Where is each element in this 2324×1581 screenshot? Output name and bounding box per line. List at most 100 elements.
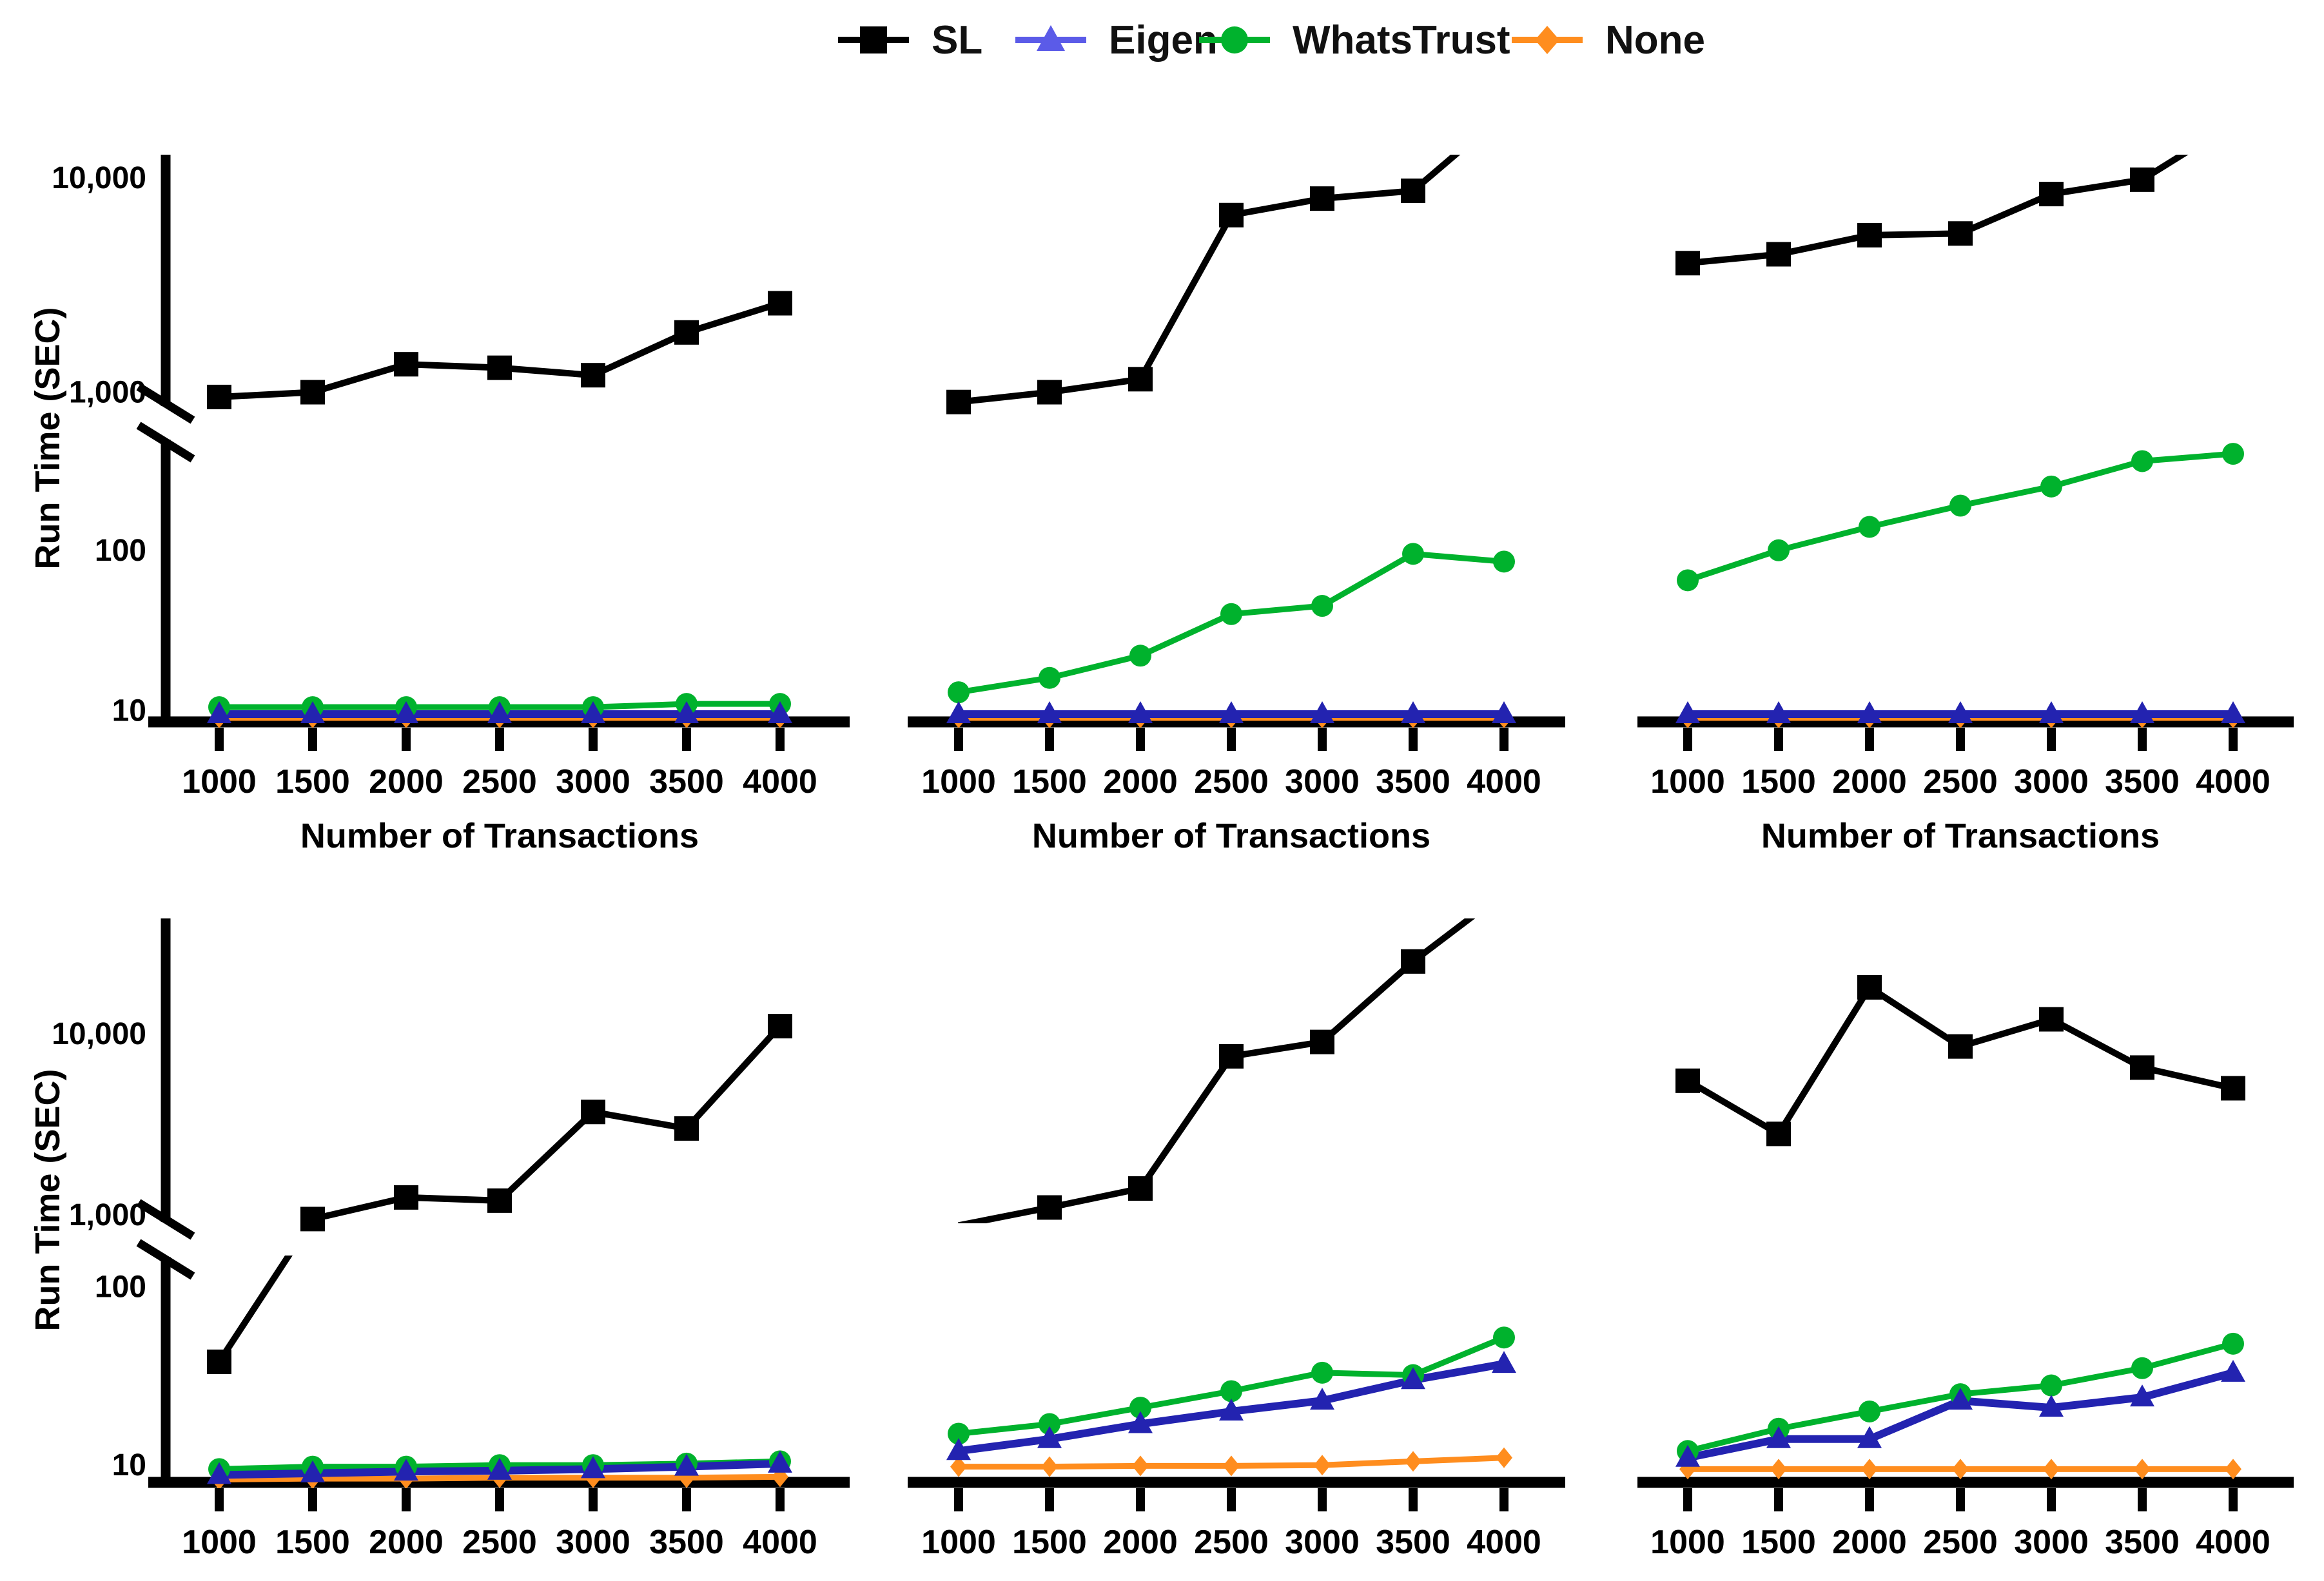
x-tick-label: 4000 (2196, 1524, 2270, 1561)
y-tick-label: 10 (112, 694, 146, 728)
x-tick-label: 1500 (1012, 1524, 1087, 1561)
x-tick (215, 1488, 224, 1511)
x-tick-label: 2000 (1103, 1524, 1178, 1561)
axis-break-band (908, 407, 1565, 438)
x-tick-label: 3500 (1376, 1524, 1450, 1561)
x-tick-label: 3000 (1285, 1524, 1360, 1561)
x-tick-label: 1000 (1650, 763, 1725, 800)
x-tick-label: 1000 (182, 1524, 257, 1561)
x-tick-label: 1000 (182, 763, 257, 800)
x-tick (682, 728, 691, 751)
x-tick-label: 4000 (2196, 763, 2270, 800)
x-tick (1774, 1488, 1783, 1511)
triangle-icon (1037, 25, 1065, 51)
legend-item-sl: SL (838, 18, 982, 63)
y-tick-label: 10 (112, 1448, 146, 1482)
plot-area (908, 918, 1565, 1477)
markers-sl (1675, 167, 2154, 276)
x-tick-label: 3000 (2014, 763, 2089, 800)
x-tick-label: 2500 (1194, 763, 1269, 800)
markers-eigen (946, 701, 1516, 723)
x-tick (1045, 728, 1054, 751)
axis-break-band (148, 407, 850, 438)
x-tick-label: 3500 (2105, 763, 2180, 800)
subplot-r1c0: 1000 1500 2000 2500 3000 3500 4000 Number of Tr… (28, 918, 850, 1581)
x-tick (954, 728, 963, 751)
x-tick-label: 3000 (556, 763, 630, 800)
legend-item-whatstrust: WhatsTrust (1199, 18, 1510, 63)
axis-break-band (908, 1223, 1565, 1256)
x-tick (954, 1488, 963, 1511)
x-tick-label: 2500 (462, 763, 537, 800)
x-axis-title: Number of Transactions (300, 817, 699, 855)
legend-item-eigen: Eigen (1015, 18, 1218, 63)
y-tick-label: 1,000 (69, 1198, 146, 1232)
x-axis-title: Number of Transactions (1032, 817, 1431, 855)
x-tick (1136, 1488, 1145, 1511)
x-tick (682, 1488, 691, 1511)
markers-sl (1675, 975, 2245, 1147)
markers-whatstrust (1677, 443, 2244, 592)
x-tick (1318, 728, 1327, 751)
markers-none (950, 1447, 1512, 1477)
x-tick-label: 3500 (1376, 763, 1450, 800)
y-tick-label: 100 (95, 534, 146, 568)
x-tick-label: 4000 (743, 1524, 817, 1561)
x-tick-label: 2000 (369, 763, 444, 800)
x-tick (1136, 728, 1145, 751)
x-tick-label: 1000 (921, 1524, 996, 1561)
axis-break-band (1637, 1223, 2294, 1256)
x-tick (402, 728, 411, 751)
markers-sl (207, 291, 792, 409)
x-tick-label: 1000 (1650, 1524, 1725, 1561)
x-tick (2047, 1488, 2056, 1511)
x-tick-label: 1500 (1741, 1524, 1816, 1561)
y-axis-title: Run Time (SEC) (28, 1069, 67, 1331)
markers-sl (1037, 949, 1425, 1220)
markers-whatstrust (948, 543, 1515, 704)
x-tick (1683, 1488, 1692, 1511)
x-tick (495, 728, 504, 751)
x-tick-label: 3500 (649, 1524, 724, 1561)
y-tick-label: 1,000 (69, 376, 146, 410)
plot-area (148, 291, 850, 728)
x-tick-label: 3500 (649, 763, 724, 800)
legend-item-none: None (1512, 18, 1705, 63)
x-tick (776, 1488, 785, 1511)
x-tick-label: 4000 (1467, 763, 1541, 800)
markers-sl (207, 1014, 792, 1374)
x-tick (1956, 1488, 1965, 1511)
legend: SL Eigen WhatsTrust None (838, 18, 1705, 63)
markers-eigen (1675, 1359, 2245, 1467)
x-tick (1227, 1488, 1236, 1511)
subplot-r0c0: 1000 1500 2000 2500 3000 3500 4000 Number of Tr… (28, 155, 850, 855)
x-tick (2138, 1488, 2147, 1511)
markers-eigen (1675, 701, 2245, 723)
axis-break-slash (136, 383, 195, 424)
markers-eigen (207, 701, 792, 723)
x-tick-label: 1500 (1741, 763, 1816, 800)
x-tick (1409, 1488, 1418, 1511)
x-tick (215, 728, 224, 751)
x-tick-label: 2500 (1923, 1524, 1998, 1561)
x-tick-label: 1500 (275, 763, 350, 800)
y-tick-label: 10,000 (52, 161, 146, 195)
x-tick (1865, 728, 1874, 751)
x-axis-title: Number of Transactions (300, 1577, 699, 1581)
axis-break-slash (136, 1239, 195, 1280)
x-tick-label: 3000 (1285, 763, 1360, 800)
x-tick-label: 2000 (369, 1524, 444, 1561)
subplot-r1c2: 1000 1500 2000 2500 3000 3500 4000 Number of Tr… (1637, 975, 2294, 1581)
x-tick (1045, 1488, 1054, 1511)
subplot-r0c2: 1000 1500 2000 2500 3000 3500 4000 Number of Tr… (1637, 155, 2294, 855)
x-tick-label: 2000 (1103, 763, 1178, 800)
y-axis-title: Run Time (SEC) (28, 307, 67, 569)
x-tick (589, 728, 598, 751)
x-tick (1409, 728, 1418, 751)
markers-eigen (207, 1450, 792, 1484)
axis-break-band (1637, 407, 2294, 438)
x-tick-label: 4000 (1467, 1524, 1541, 1561)
y-tick-label: 10,000 (52, 1017, 146, 1051)
